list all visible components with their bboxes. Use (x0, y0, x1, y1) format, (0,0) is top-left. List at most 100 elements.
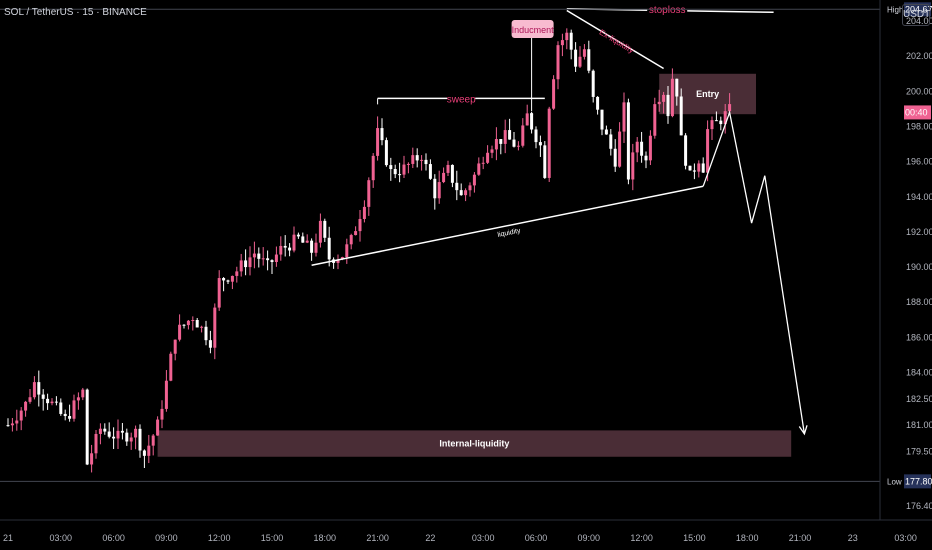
candle-body (367, 180, 371, 207)
time-tick-label: 06:00 (102, 533, 125, 543)
candle-body (459, 190, 463, 196)
candle-body (266, 258, 270, 261)
time-tick-label: 21 (3, 533, 13, 543)
candle-body (446, 164, 450, 173)
candle-body (578, 56, 582, 67)
candle-body (428, 164, 432, 179)
candle-body (182, 324, 186, 326)
candle-body (424, 159, 428, 165)
candle-body (125, 432, 129, 442)
candle-body (521, 125, 525, 146)
candle-body (354, 231, 358, 236)
time-tick-label: 12:00 (208, 533, 231, 543)
candle-body (230, 275, 234, 282)
candle-body (552, 79, 556, 109)
candle-body (257, 253, 261, 259)
time-tick-label: 09:00 (155, 533, 178, 543)
high-value: 204.67 (905, 4, 932, 14)
candle-body (468, 185, 472, 191)
candles-layer (6, 28, 732, 473)
candle-body (112, 436, 116, 439)
candle-body (156, 419, 160, 436)
candle-body (151, 435, 155, 446)
stoploss-label: stoploss (649, 5, 686, 16)
candle-body (666, 94, 670, 117)
candle-body (116, 430, 120, 439)
candle-body (19, 410, 23, 421)
projection-arrowhead (798, 425, 808, 436)
candle-body (670, 78, 674, 117)
candle-body (622, 102, 626, 132)
candle-body (640, 141, 644, 156)
candle-body (235, 271, 239, 276)
price-tick-label: 182.50 (906, 394, 932, 404)
candle-body (318, 220, 322, 243)
price-tick-label: 196.00 (906, 157, 932, 167)
high-label: High (887, 5, 903, 14)
candle-body (138, 428, 142, 451)
candle-body (389, 165, 393, 170)
time-tick-label: 21:00 (789, 533, 812, 543)
candle-body (15, 420, 19, 424)
low-value: 177.80 (905, 476, 932, 486)
candle-body (587, 49, 591, 71)
candle-body (525, 113, 529, 126)
candle-body (582, 49, 586, 57)
candle-body (208, 340, 212, 348)
price-tick-label: 198.00 (906, 121, 932, 131)
candle-body (98, 428, 102, 434)
candle-body (142, 450, 146, 456)
candle-body (134, 428, 138, 438)
candle-body (384, 140, 388, 166)
price-tick-label: 192.00 (906, 227, 932, 237)
candle-body (490, 149, 494, 153)
candle-body (41, 394, 45, 399)
candle-body (662, 94, 666, 102)
price-tick-label: 176.40 (906, 501, 932, 511)
candle-body (657, 101, 661, 105)
candle-body (626, 102, 630, 180)
inducement-badge (511, 20, 554, 38)
candle-body (63, 413, 67, 417)
candle-body (81, 389, 85, 398)
price-tick-label: 190.00 (906, 262, 932, 272)
candle-body (164, 380, 168, 409)
candle-body (252, 253, 256, 258)
candle-body (543, 145, 547, 178)
candle-body (54, 401, 58, 403)
candle-body (433, 178, 437, 199)
time-tick-label: 18:00 (314, 533, 337, 543)
candle-body (103, 428, 107, 432)
candle-body (200, 326, 204, 328)
candle-body (279, 245, 283, 255)
price-tick-label: 194.00 (906, 192, 932, 202)
candle-body (464, 190, 468, 196)
inducement-label: Inducment (512, 25, 555, 35)
candle-body (323, 220, 327, 238)
currency-badge[interactable]: USDT (902, 4, 930, 26)
candle-body (90, 453, 94, 465)
last-price-value: 00:40 (905, 107, 928, 117)
candle-body (239, 260, 243, 272)
candle-body (160, 408, 164, 420)
candle-body (688, 165, 692, 171)
candle-body (32, 382, 36, 398)
time-tick-label: 03:00 (50, 533, 73, 543)
time-tick-label: 18:00 (736, 533, 759, 543)
candle-body (191, 320, 195, 322)
candle-body (437, 182, 441, 199)
ex-liquidity-line (566, 9, 664, 70)
entry-label: Entry (696, 89, 719, 99)
candle-body (486, 152, 490, 163)
candle-body (503, 130, 507, 144)
candle-body (574, 49, 578, 67)
sweep-label-bg (447, 91, 476, 105)
candle-body (314, 242, 318, 253)
candle-body (204, 326, 208, 341)
candle-body (261, 258, 265, 260)
candle-body (46, 398, 50, 404)
price-tick-label: 179.50 (906, 446, 932, 456)
zones-layer (157, 73, 792, 457)
candle-body (508, 130, 512, 140)
